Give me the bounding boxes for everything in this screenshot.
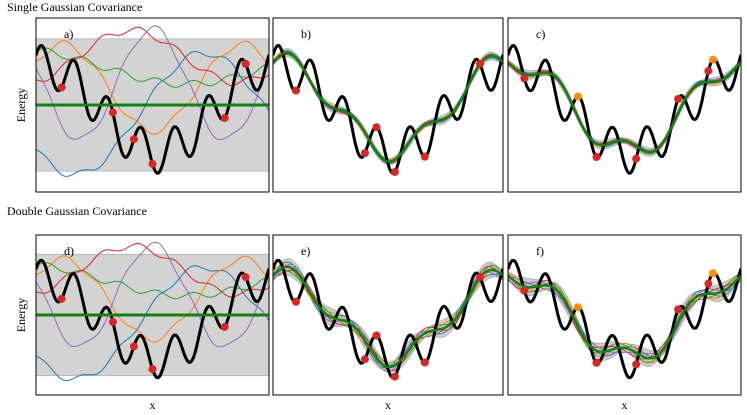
- observation-point: [390, 167, 399, 176]
- panel-label: a): [64, 27, 73, 41]
- observation-point: [361, 355, 369, 364]
- panel-label: b): [301, 27, 311, 41]
- panel: [273, 44, 503, 176]
- observation-point: [220, 113, 229, 122]
- observation-point: [241, 273, 250, 282]
- observation-point: [148, 159, 157, 168]
- panel: [508, 44, 741, 175]
- sample-curve: [36, 25, 269, 141]
- observation-point: [57, 294, 66, 303]
- observation-point: [292, 297, 300, 306]
- sample-curve: [36, 40, 269, 135]
- observation-point: [632, 154, 641, 163]
- panel-label: c): [536, 27, 545, 41]
- observation-point: [709, 55, 718, 64]
- sample-curve: [508, 272, 741, 364]
- black-energy: [508, 44, 741, 175]
- observation-point: [674, 94, 683, 103]
- mean-fit: [273, 51, 503, 163]
- panel: [36, 241, 269, 382]
- observation-point: [592, 358, 601, 367]
- row-title: Double Gaussian Covariance: [7, 204, 147, 218]
- observation-point: [592, 153, 601, 162]
- panel-frame: [272, 234, 504, 396]
- panel-label: d): [64, 244, 74, 258]
- observation-point: [674, 305, 683, 314]
- y-axis-label: Energy: [14, 298, 28, 332]
- sample-curve: [36, 26, 269, 86]
- mean-fit: [273, 265, 503, 369]
- row-title: Single Gaussian Covariance: [7, 0, 142, 14]
- observation-point: [704, 279, 713, 288]
- observation-point: [108, 108, 117, 117]
- uncertainty-band: [273, 48, 503, 165]
- sample-curve: [36, 255, 269, 343]
- observation-point: [241, 59, 250, 68]
- sample-curve: [273, 50, 503, 163]
- black-energy: [273, 258, 503, 380]
- sample-curve: [36, 51, 269, 177]
- sample-curve: [273, 51, 503, 165]
- observation-point: [632, 360, 641, 369]
- observation-point: [57, 83, 66, 92]
- sample-curve: [273, 264, 503, 367]
- observation-point: [573, 92, 582, 101]
- observation-point: [372, 123, 381, 132]
- sample-curve: [508, 277, 741, 360]
- sample-curve: [36, 47, 269, 88]
- panel-label: e): [301, 244, 310, 258]
- observation-point: [709, 269, 718, 278]
- observation-point: [148, 365, 157, 374]
- mean-fit: [508, 61, 741, 154]
- observation-point: [520, 286, 529, 295]
- sample-curve: [273, 53, 503, 162]
- x-axis-label: x: [150, 398, 156, 412]
- panel-frame: [35, 234, 270, 396]
- panel-frame: [35, 17, 270, 193]
- sample-curve: [273, 264, 503, 373]
- observation-point: [292, 86, 300, 95]
- observation-point: [390, 372, 399, 381]
- panel-label: f): [536, 244, 544, 258]
- x-axis-label: x: [622, 398, 628, 412]
- observation-point: [420, 358, 429, 367]
- observation-point: [573, 303, 582, 312]
- mean-fit: [508, 274, 741, 360]
- panel-frame: [507, 17, 742, 193]
- observation-point: [420, 152, 429, 161]
- sample-curve: [36, 265, 269, 382]
- panel: [508, 258, 741, 380]
- panel: [36, 25, 269, 177]
- panel: [273, 258, 503, 381]
- observation-point: [361, 149, 369, 158]
- observation-point: [108, 317, 117, 326]
- observation-point: [476, 273, 484, 282]
- observation-point: [220, 322, 229, 331]
- observation-point: [372, 331, 381, 340]
- sample-curve: [36, 262, 269, 300]
- sample-curve: [273, 51, 503, 161]
- observation-point: [704, 66, 713, 75]
- panel-frame: [507, 234, 742, 396]
- observation-point: [129, 342, 138, 351]
- observation-point: [520, 74, 529, 83]
- black-energy: [508, 258, 741, 380]
- sample-curve: [273, 265, 503, 372]
- sample-curve: [36, 241, 269, 348]
- observation-point: [129, 135, 138, 144]
- black-energy: [273, 44, 503, 175]
- y-axis-label: Energy: [14, 88, 28, 122]
- observation-point: [476, 59, 484, 68]
- panel-frame: [272, 17, 504, 193]
- x-axis-label: x: [385, 398, 391, 412]
- sample-curve: [273, 263, 503, 364]
- sample-curve: [273, 53, 503, 164]
